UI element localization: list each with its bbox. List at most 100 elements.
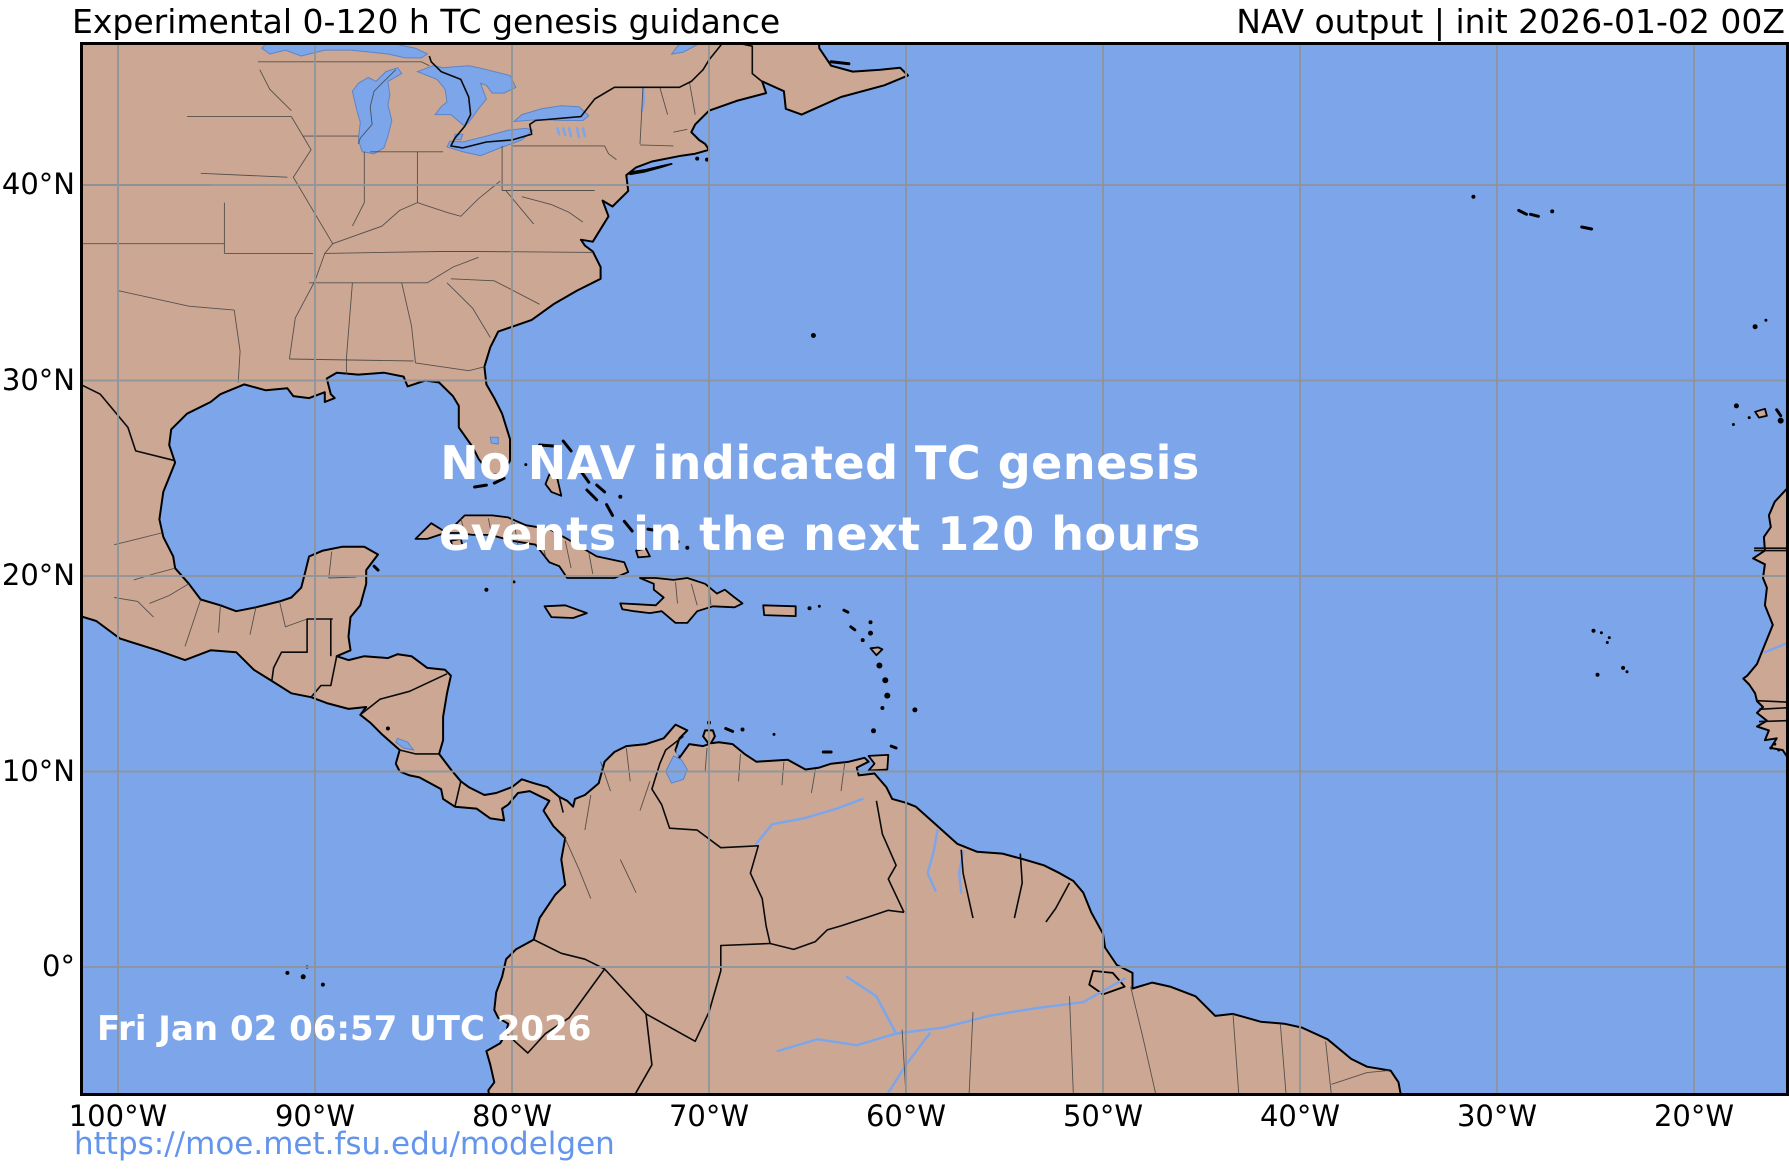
small-island bbox=[1529, 212, 1540, 218]
admin-boundary bbox=[625, 747, 631, 782]
trinidad-island bbox=[867, 754, 890, 772]
small-island bbox=[1471, 194, 1476, 199]
admin-boundary bbox=[675, 581, 678, 604]
country-border bbox=[454, 781, 462, 807]
small-island bbox=[300, 974, 306, 980]
small-island bbox=[1550, 209, 1555, 214]
admin-boundary bbox=[249, 607, 257, 635]
country-border bbox=[533, 938, 771, 1043]
admin-boundary bbox=[840, 761, 846, 792]
admin-boundary bbox=[639, 144, 674, 147]
small-island bbox=[595, 483, 607, 494]
admin-boundary bbox=[584, 794, 592, 831]
admin-boundary bbox=[781, 761, 785, 786]
admin-boundary bbox=[328, 576, 357, 579]
country-border bbox=[1758, 719, 1786, 723]
small-island bbox=[807, 606, 812, 611]
small-island bbox=[675, 539, 680, 544]
small-island bbox=[1595, 672, 1600, 677]
admin-boundary bbox=[810, 769, 816, 794]
x-tick-label: 80°W bbox=[471, 1099, 553, 1133]
country-border bbox=[651, 735, 771, 944]
small-island bbox=[1777, 417, 1784, 424]
no-genesis-message-line1: No NAV indicated TC genesis bbox=[440, 436, 1200, 490]
river bbox=[776, 977, 1126, 1053]
admin-boundary bbox=[113, 532, 162, 546]
admin-boundary bbox=[218, 605, 221, 633]
admin-boundary bbox=[357, 69, 397, 145]
small-island bbox=[372, 564, 380, 572]
admin-boundary bbox=[450, 278, 540, 305]
river bbox=[1763, 642, 1786, 654]
small-island bbox=[585, 488, 599, 502]
small-island bbox=[492, 476, 506, 485]
lake bbox=[489, 436, 499, 445]
small-island bbox=[484, 587, 489, 592]
africa-landmass bbox=[1742, 488, 1786, 757]
lake bbox=[670, 45, 698, 55]
admin-boundary bbox=[233, 310, 241, 383]
small-island bbox=[849, 625, 857, 632]
country-border bbox=[1013, 853, 1023, 919]
admin-boundary bbox=[659, 87, 669, 115]
small-island bbox=[1747, 416, 1751, 420]
country-border bbox=[428, 45, 765, 149]
admin-boundary bbox=[1232, 1013, 1240, 1093]
y-tick-label: 20°N bbox=[1, 558, 75, 592]
small-island bbox=[882, 677, 889, 684]
americas-landmass bbox=[83, 45, 1402, 1093]
admin-boundary bbox=[588, 552, 594, 575]
figure-title-left: Experimental 0-120 h TC genesis guidance bbox=[72, 2, 781, 41]
modelgen-link[interactable]: https://moe.met.fsu.edu/modelgen bbox=[74, 1126, 615, 1162]
figure-title-right: NAV output | init 2026-01-02 00Z bbox=[1236, 2, 1785, 41]
country-border bbox=[505, 968, 606, 1054]
small-island bbox=[1731, 423, 1735, 426]
small-island bbox=[1605, 641, 1609, 644]
inagua-island bbox=[635, 547, 651, 559]
admin-boundary bbox=[639, 87, 644, 144]
x-tick-label: 60°W bbox=[865, 1099, 947, 1133]
y-tick-label: 30°N bbox=[1, 362, 75, 397]
small-island bbox=[1773, 742, 1777, 746]
admin-boundary bbox=[704, 747, 708, 772]
x-tick-label: 70°W bbox=[668, 1099, 750, 1133]
small-island bbox=[473, 483, 488, 489]
valid-time-stamp: Fri Jan 02 06:57 UTC 2026 bbox=[97, 1009, 592, 1049]
country-border bbox=[270, 618, 333, 682]
y-tick-label: 0° bbox=[42, 949, 75, 983]
admin-boundary bbox=[564, 540, 572, 569]
admin-boundary bbox=[288, 116, 334, 360]
admin-boundary bbox=[600, 761, 611, 792]
admin-boundary bbox=[513, 522, 519, 545]
river bbox=[755, 797, 864, 846]
admin-boundary bbox=[1331, 1070, 1389, 1085]
admin-boundary bbox=[562, 833, 592, 899]
country-border bbox=[1758, 706, 1786, 711]
admin-boundary bbox=[401, 282, 416, 363]
small-island bbox=[1621, 665, 1626, 670]
admin-boundary bbox=[1325, 1041, 1332, 1093]
small-island bbox=[622, 519, 634, 533]
river bbox=[575, 127, 581, 139]
small-island bbox=[1599, 631, 1603, 635]
admin-boundary bbox=[460, 518, 466, 534]
small-island bbox=[1625, 670, 1629, 674]
small-island bbox=[860, 638, 865, 643]
admin-boundary bbox=[1130, 986, 1156, 1093]
country-border bbox=[875, 800, 905, 913]
country-border bbox=[769, 909, 905, 951]
country-border bbox=[558, 796, 564, 813]
admin-boundary bbox=[346, 282, 353, 375]
no-genesis-message-line2: events in the next 120 hours bbox=[439, 507, 1201, 561]
small-island bbox=[1769, 746, 1773, 750]
admin-boundary bbox=[415, 362, 485, 372]
small-island bbox=[876, 662, 883, 669]
lake bbox=[351, 67, 403, 155]
country-border bbox=[960, 849, 974, 919]
small-island bbox=[1591, 628, 1596, 633]
admin-boundary bbox=[738, 753, 741, 782]
x-tick-label: 90°W bbox=[274, 1099, 356, 1133]
small-island bbox=[868, 630, 873, 636]
small-island bbox=[1775, 408, 1783, 418]
admin-boundary bbox=[688, 81, 696, 115]
